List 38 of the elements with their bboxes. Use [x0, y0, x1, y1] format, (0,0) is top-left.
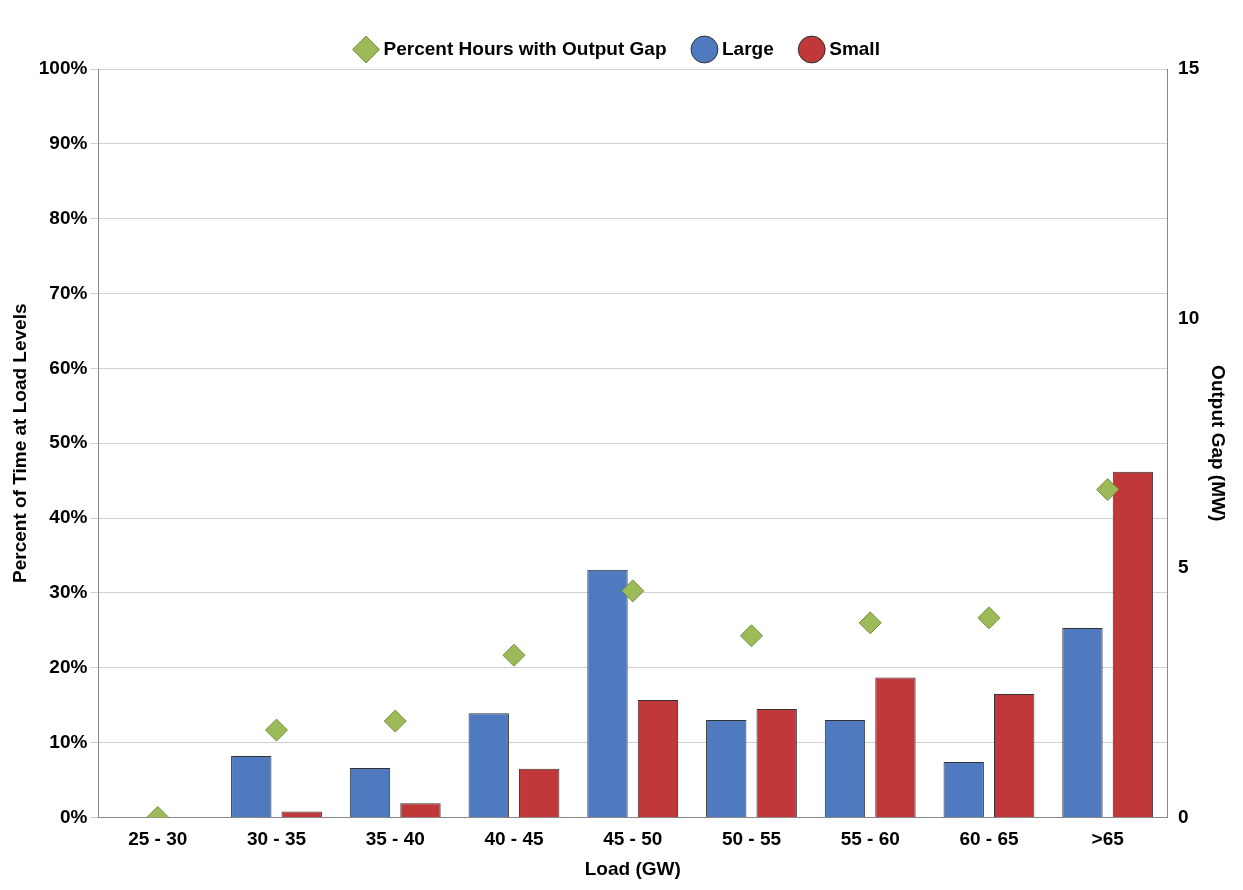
x-tick-label: 40 - 45 — [484, 828, 544, 850]
point — [858, 611, 882, 635]
y2-tick-label: 10 — [1178, 306, 1200, 328]
point — [502, 643, 526, 667]
point — [739, 624, 763, 648]
y-tick-label: 0% — [59, 805, 88, 827]
x-tick-label: 35 - 40 — [365, 828, 425, 850]
x-tick-label: 60 - 65 — [959, 828, 1019, 850]
y-tick-label: 80% — [49, 206, 88, 228]
y2-tick-label: 5 — [1178, 556, 1190, 578]
x-tick-label: 50 - 55 — [721, 828, 782, 850]
y-tick-label: 30% — [49, 581, 88, 603]
x-axis-title: Load (GW) — [584, 857, 681, 879]
y-tick-label: 100% — [38, 57, 88, 79]
point — [621, 579, 645, 603]
y-tick-label: 60% — [49, 356, 88, 378]
y-tick-label: 10% — [49, 730, 88, 752]
y-tick-label: 40% — [49, 506, 88, 528]
y-tick-label: 50% — [49, 431, 88, 453]
y-tick-label: 20% — [49, 655, 88, 677]
legend-label: Small — [829, 37, 880, 59]
point — [265, 718, 289, 742]
point — [383, 709, 407, 733]
y-tick-label: 70% — [49, 281, 88, 303]
legend-label: Large — [721, 37, 774, 59]
y-axis-title: Percent of Time at Load Levels — [8, 303, 30, 583]
y2-tick-label: 0 — [1178, 805, 1189, 827]
x-tick-label: 55 - 60 — [840, 828, 900, 850]
point — [1096, 478, 1120, 502]
y2-tick-label: 15 — [1178, 57, 1200, 79]
y-tick-label: 90% — [49, 132, 88, 154]
x-tick-label: 30 - 35 — [246, 828, 307, 850]
point — [977, 606, 1001, 630]
y2-axis-title: Output Gap (MW) — [1208, 365, 1230, 522]
x-tick-label: >65 — [1091, 828, 1125, 850]
x-tick-label: 25 - 30 — [128, 828, 188, 850]
x-tick-label: 45 - 50 — [603, 828, 663, 850]
legend-label: Percent Hours with Output Gap — [383, 37, 667, 59]
